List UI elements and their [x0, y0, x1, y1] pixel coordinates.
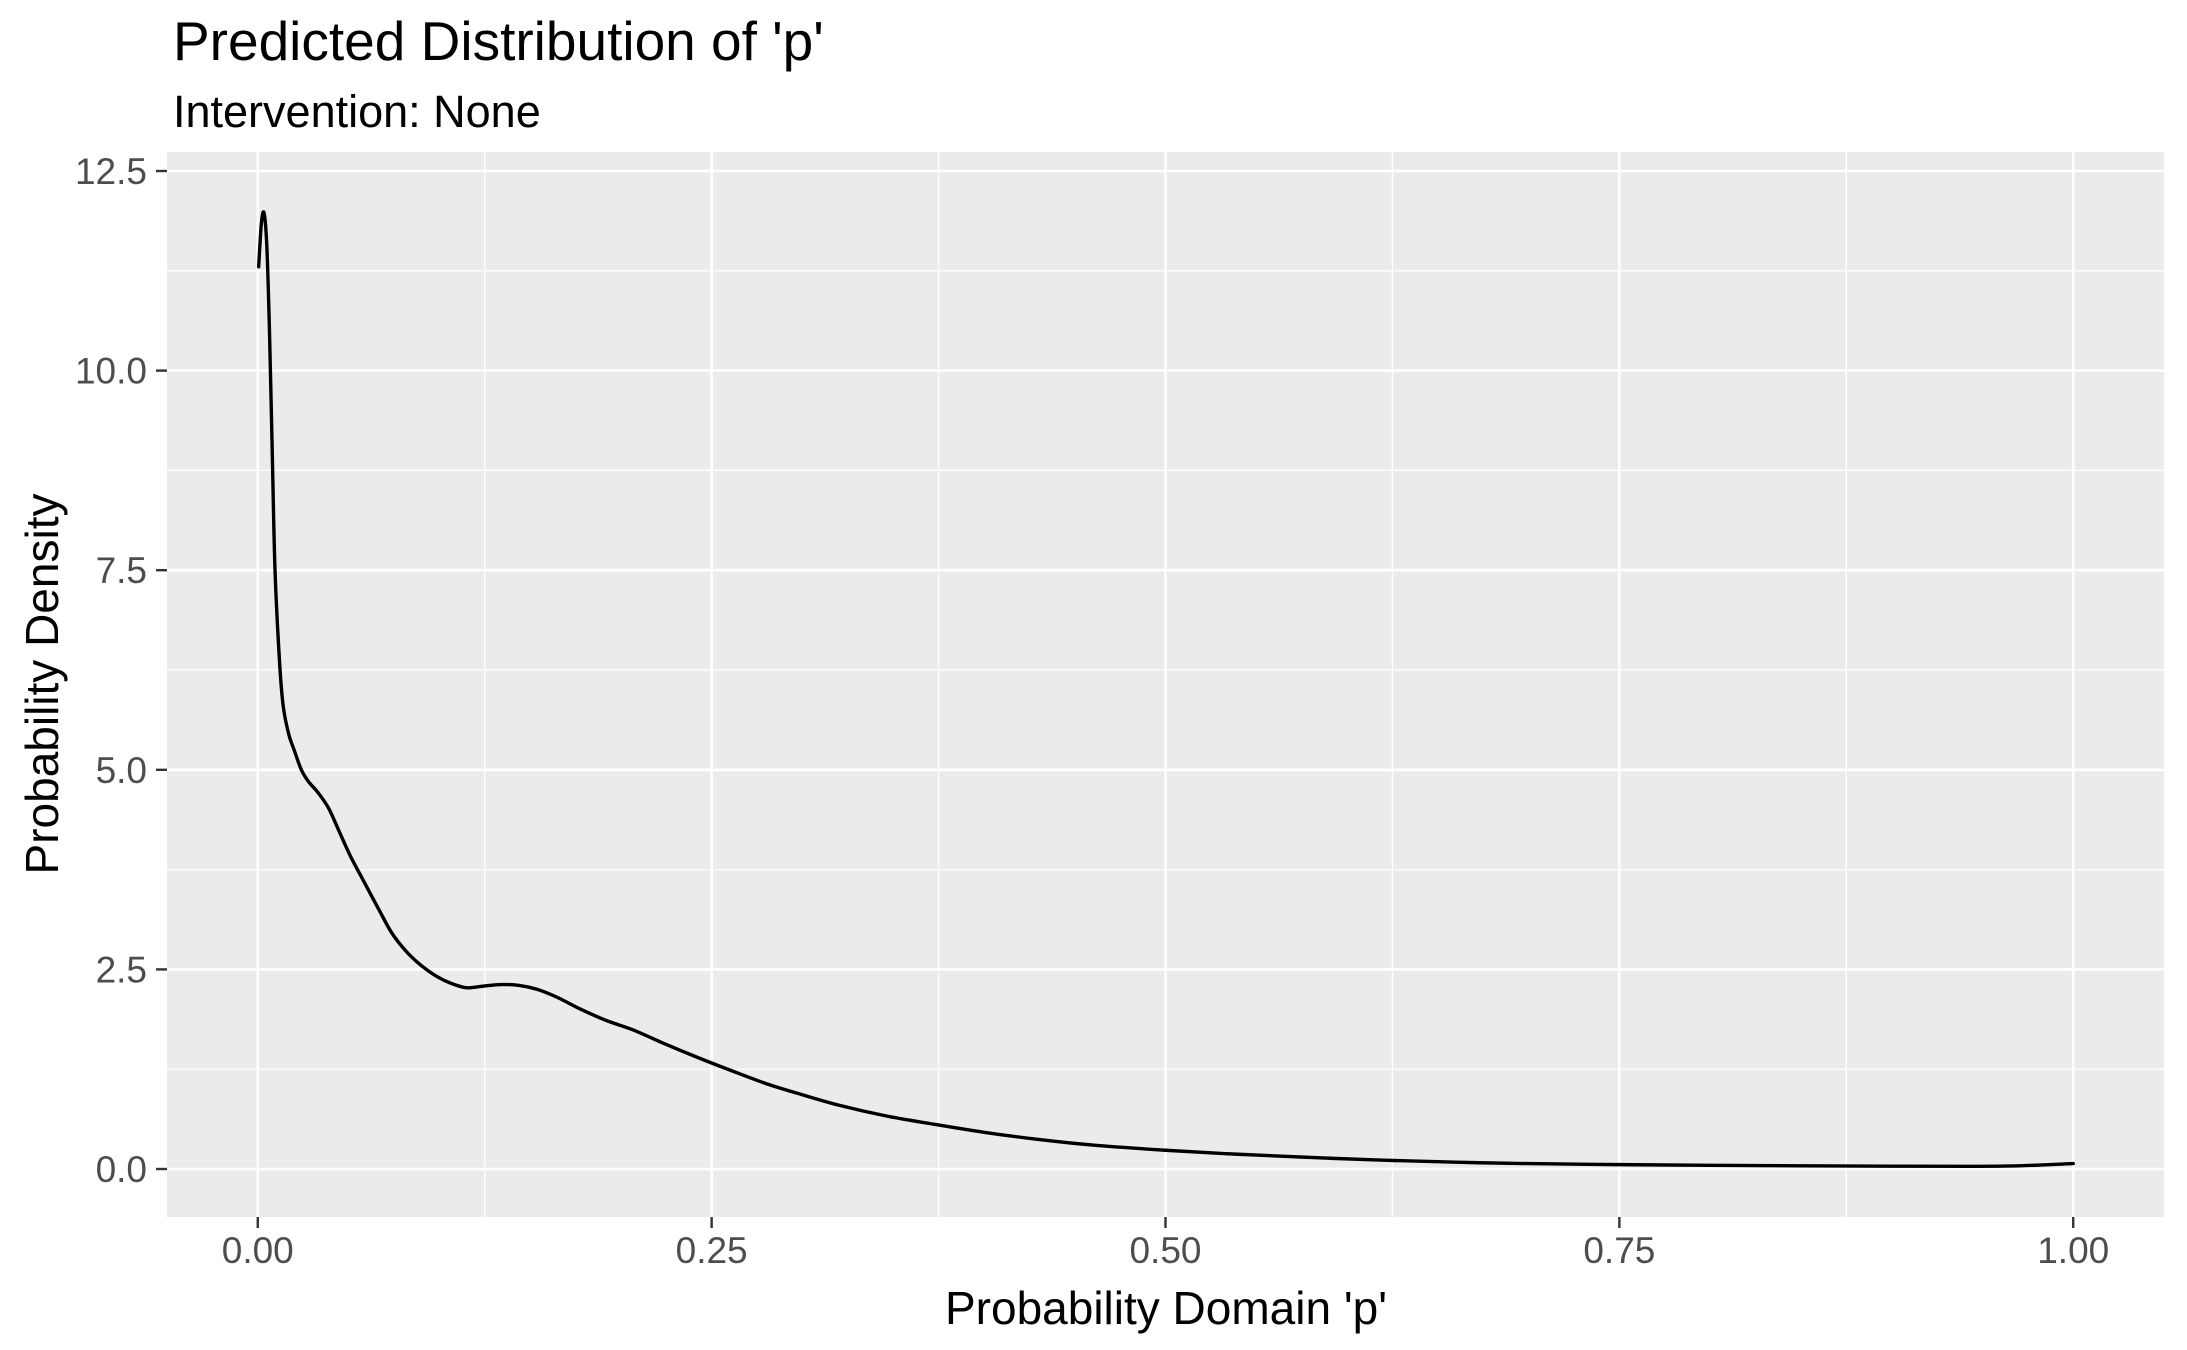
plot-subtitle: Intervention: None — [173, 86, 541, 137]
y-axis-title: Probability Density — [16, 493, 68, 875]
density-curve — [256, 210, 2075, 1169]
x-tick-label: 0.00 — [222, 1230, 294, 1271]
x-tick-label: 0.50 — [1129, 1230, 1201, 1271]
plot-title: Predicted Distribution of 'p' — [173, 10, 824, 72]
x-axis-title: Probability Domain 'p' — [945, 1282, 1387, 1334]
x-tick-label: 0.75 — [1583, 1230, 1655, 1271]
y-tick-label: 2.5 — [96, 949, 147, 990]
x-tick-label: 0.25 — [676, 1230, 748, 1271]
x-tick-label: 1.00 — [2037, 1230, 2109, 1271]
y-tick-label: 5.0 — [96, 750, 147, 791]
y-tick-label: 7.5 — [96, 550, 147, 591]
y-tick-label: 0.0 — [96, 1149, 147, 1190]
y-tick-label: 10.0 — [75, 351, 147, 392]
y-tick-label: 12.5 — [75, 151, 147, 192]
